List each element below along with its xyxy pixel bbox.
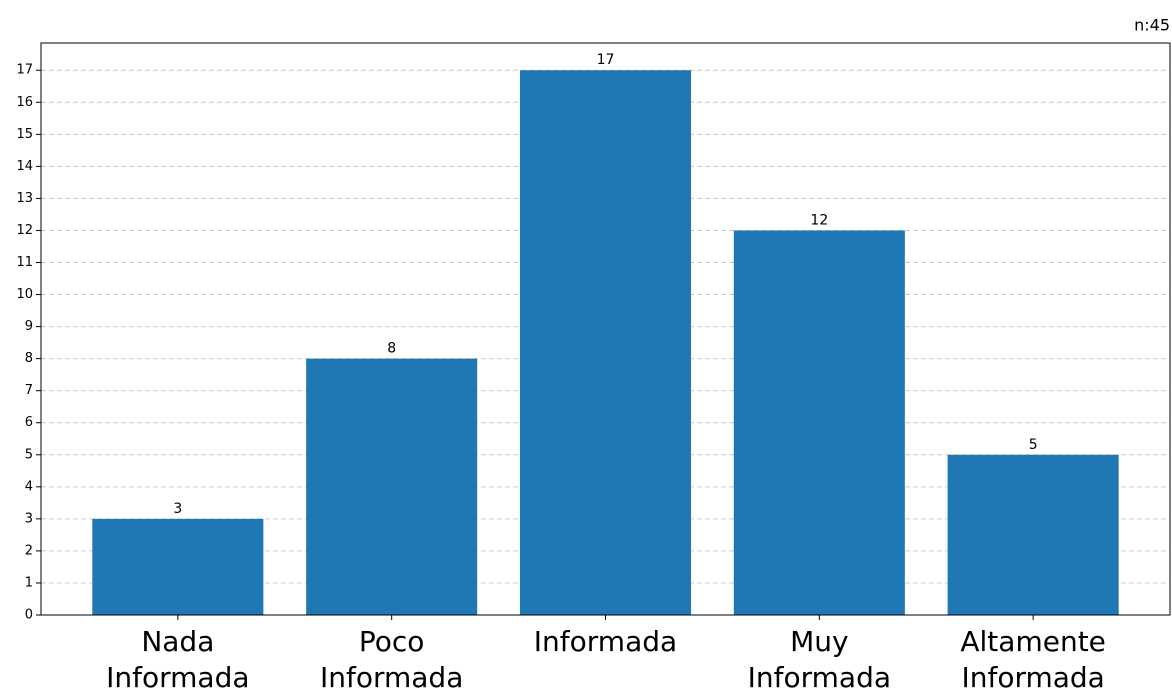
y-tick-label: 15 [16,127,33,142]
y-tick-label: 11 [16,255,33,270]
y-tick-label: 6 [25,415,33,430]
y-tick-label: 1 [25,575,33,590]
x-tick-label: Poco Informada [320,625,463,694]
y-tick-label: 0 [25,608,33,623]
x-tick-label: Nada Informada [106,625,249,694]
annotation: n:45 [1134,16,1170,35]
y-tick-label: 2 [25,543,33,558]
x-tick-label: Altamente Informada [960,625,1106,694]
value-label: 3 [173,501,182,517]
bar [733,230,905,615]
x-tick-label: Muy Informada [748,625,891,694]
y-tick-label: 9 [25,319,33,334]
bar [947,454,1119,615]
y-tick-label: 7 [25,383,33,398]
bar [92,518,264,615]
bar [519,70,692,615]
y-tick-label: 10 [16,287,33,302]
y-tick-label: 4 [25,479,33,494]
value-label: 12 [810,212,828,228]
y-tick-label: 13 [16,191,33,206]
y-tick-label: 14 [16,159,33,174]
x-tick-label: Informada [534,625,677,658]
y-tick-label: 16 [16,95,33,110]
bar [306,358,478,615]
value-label: 17 [597,52,615,68]
y-tick-label: 3 [25,511,33,526]
value-label: 8 [387,341,396,357]
y-tick-label: 12 [16,223,33,238]
value-label: 5 [1029,437,1038,453]
y-tick-label: 5 [25,447,33,462]
y-tick-label: 17 [16,63,33,78]
plot-frame [40,42,1171,616]
y-tick-label: 8 [25,351,33,366]
